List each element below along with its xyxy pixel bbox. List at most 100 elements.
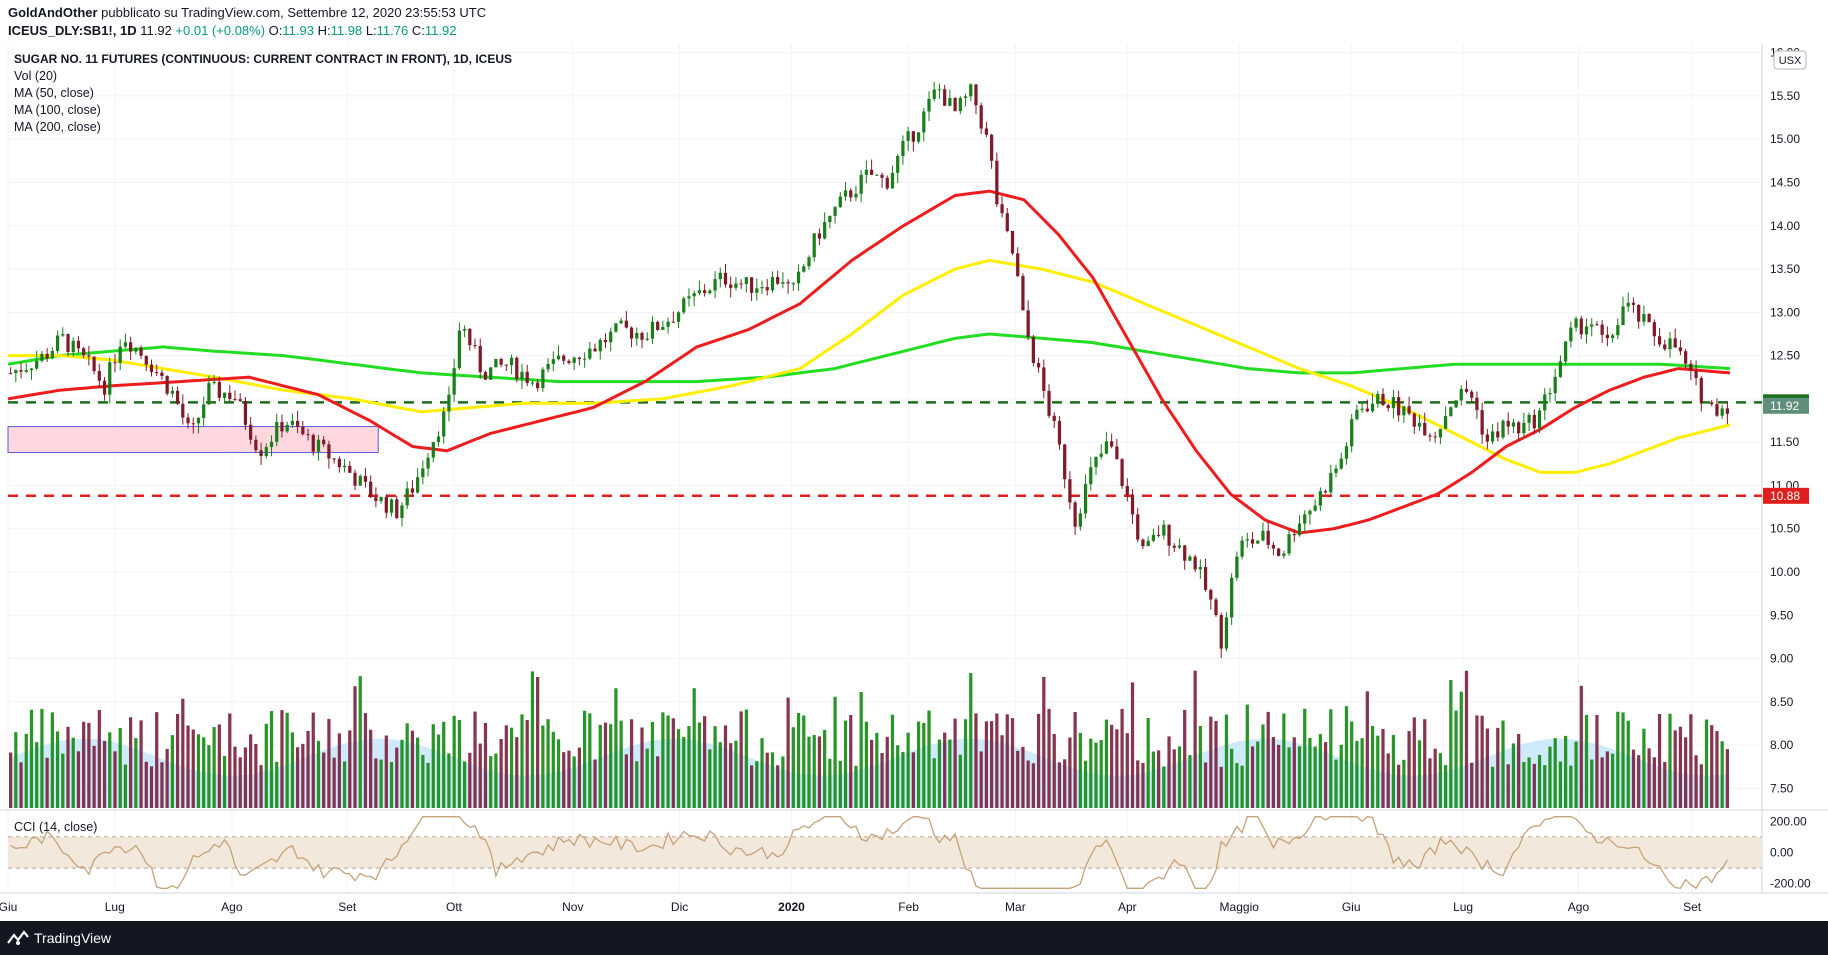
candle-body: [1454, 400, 1458, 408]
time-axis[interactable]: Giu Lug Ago Set Ott Nov Dic 2020 Feb Mar Apr Maggio…: [0, 900, 1702, 914]
footer-bar: TradingView: [0, 921, 1828, 955]
volume-bar: [1282, 713, 1286, 808]
candle-body: [97, 371, 101, 381]
candle-body: [1073, 502, 1077, 527]
candle-body: [416, 477, 420, 493]
author-name[interactable]: GoldAndOther: [8, 5, 98, 20]
ma100-line: [8, 258, 1731, 474]
price-tick-label: 13.50: [1770, 262, 1800, 276]
candle-body: [572, 357, 576, 363]
candle-body: [212, 381, 216, 384]
legend-ma200[interactable]: MA (200, close): [14, 120, 101, 134]
price-axis[interactable]: 16.0015.5015.0014.5014.0013.5013.0012.50…: [1763, 46, 1811, 891]
volume-bar: [202, 737, 206, 808]
volume-bar: [1657, 713, 1662, 808]
candle-body: [697, 290, 702, 294]
volume-bar: [322, 752, 326, 808]
candle-body: [50, 350, 54, 359]
volume-bar: [400, 739, 404, 808]
candle-body: [40, 353, 44, 361]
volume-bar: [1449, 680, 1453, 808]
candle-body: [14, 370, 18, 374]
volume-bar: [676, 729, 681, 808]
volume-bar: [1355, 740, 1359, 808]
candle-body: [849, 190, 853, 198]
volume-bar: [911, 752, 915, 808]
legend-vol[interactable]: Vol (20): [14, 69, 58, 83]
volume-bar: [645, 748, 649, 808]
currency-badge[interactable]: USX: [1773, 50, 1807, 70]
volume-bar: [1167, 736, 1171, 808]
candle-body: [1464, 388, 1469, 392]
volume-bar: [1172, 749, 1176, 808]
volume-bar: [729, 743, 733, 808]
volume-bar: [796, 712, 801, 808]
candle-body: [306, 434, 310, 436]
candle-body: [1527, 414, 1531, 423]
candle-body: [692, 293, 696, 297]
candle-body: [353, 472, 357, 486]
candle-body: [609, 331, 613, 343]
candle-body: [1198, 567, 1202, 570]
volume-bar: [995, 713, 999, 808]
candle-body: [1417, 422, 1422, 427]
volume-bar: [916, 721, 921, 808]
legend-ma50[interactable]: MA (50, close): [14, 86, 94, 100]
candle-body: [478, 345, 482, 373]
low-value: 11.76: [376, 23, 409, 38]
candle-body: [217, 381, 221, 398]
footer-brand[interactable]: TradingView: [34, 930, 112, 946]
candle-body: [1501, 420, 1505, 438]
candle-body: [1214, 599, 1218, 615]
volume-bar: [948, 739, 952, 808]
legend-ma100[interactable]: MA (100, close): [14, 103, 101, 117]
candle-body: [55, 335, 60, 351]
candle-body: [708, 290, 712, 294]
volume-bar: [1605, 751, 1609, 808]
volume-bar: [817, 736, 822, 808]
currency-badge-box[interactable]: [1773, 50, 1807, 70]
candle-body: [186, 417, 190, 424]
candle-body: [734, 283, 738, 288]
price-tick-label: 14.50: [1770, 175, 1800, 189]
price-chart[interactable]: 16.0015.5015.0014.5014.0013.5013.0012.50…: [0, 0, 1828, 921]
volume-bar: [823, 729, 827, 808]
volume-bar: [635, 761, 639, 808]
volume-bar: [958, 754, 962, 808]
volume-bar: [395, 747, 399, 808]
volume-bar: [1193, 670, 1197, 808]
volume-bar: [718, 742, 722, 808]
candle-body: [129, 342, 133, 352]
tradingview-logo-icon[interactable]: [7, 930, 29, 946]
legend-cci[interactable]: CCI (14, close): [14, 820, 98, 834]
volume-bar: [123, 764, 128, 808]
volume-bar: [462, 761, 467, 808]
candle-body: [1266, 530, 1270, 545]
volume-bar: [755, 761, 759, 808]
volume-bar: [1151, 751, 1156, 808]
volume-bar: [24, 733, 28, 808]
volume-bar: [1031, 763, 1035, 808]
candle-body: [1428, 435, 1432, 437]
volume-bar: [1370, 725, 1375, 808]
volume-bar: [1136, 760, 1140, 808]
volume-bar: [1271, 736, 1276, 808]
volume-bar: [896, 745, 900, 808]
candle-body: [1068, 479, 1072, 503]
volume-bar: [431, 724, 435, 808]
candle-body: [661, 326, 665, 330]
candle-body: [144, 355, 148, 365]
candle-body: [713, 279, 717, 291]
candle-body: [165, 376, 169, 394]
volume-bar: [1376, 735, 1380, 808]
ma50-line: [7, 189, 1731, 535]
volume-bar: [1511, 743, 1516, 808]
candle-body: [562, 355, 566, 361]
candle-body: [1063, 444, 1067, 480]
volume-bar: [1543, 765, 1547, 808]
candle-body: [1621, 306, 1625, 326]
candle-body: [635, 332, 639, 339]
candle-body: [243, 401, 248, 425]
volume-bar: [478, 743, 482, 808]
volume-bar: [927, 710, 931, 808]
